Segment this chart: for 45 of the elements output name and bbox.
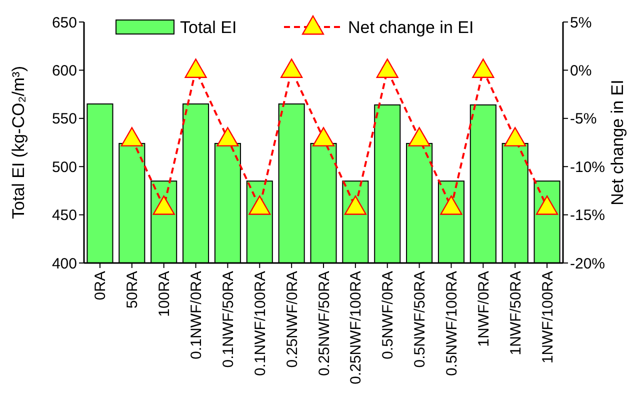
x-tick-label: 0.5NWF/100RA xyxy=(443,271,460,376)
point xyxy=(344,195,366,215)
x-tick-label: 0.5NWF/0RA xyxy=(380,271,397,360)
x-tick-label: 1NWF/50RA xyxy=(507,271,524,356)
y-axis-title: Total EI (kg-CO₂/m³) xyxy=(9,66,28,219)
x-tick-label: 0RA xyxy=(92,271,110,300)
y-tick-label: 650 xyxy=(52,14,77,32)
y2-axis-title: Net change in EI xyxy=(608,80,627,206)
x-tick-label: 0.1NWF/0RA xyxy=(188,271,206,360)
point xyxy=(536,195,558,215)
x-tick-label: 50RA xyxy=(124,271,142,309)
point xyxy=(408,127,430,146)
point xyxy=(472,58,494,78)
x-tick-label: 0.1NWF/100RA xyxy=(252,271,269,376)
y2-tick-label: -10% xyxy=(570,158,606,176)
y-tick-label: 600 xyxy=(52,62,77,80)
point xyxy=(120,127,143,146)
y2-tick-label: -20% xyxy=(570,255,606,272)
y2-tick-label: -15% xyxy=(570,207,606,224)
x-tick-label: 1NWF/100RA xyxy=(539,271,556,364)
point xyxy=(280,58,303,78)
point xyxy=(504,127,526,146)
x-tick-label: 0.25NWF/0RA xyxy=(284,271,301,368)
y2-tick-label: 5% xyxy=(570,14,592,32)
point xyxy=(376,58,398,78)
x-tick-label: 0.25NWF/50RA xyxy=(316,271,333,376)
y-tick-label: 450 xyxy=(52,207,77,224)
x-tick-label: 0.25NWF/100RA xyxy=(348,271,365,384)
x-tick-label: 100RA xyxy=(156,271,174,317)
y-tick-label: 550 xyxy=(52,110,77,128)
y-tick-label: 500 xyxy=(52,158,77,176)
y2-tick-label: -5% xyxy=(570,110,597,128)
legend-label: Net change in EI xyxy=(348,18,474,37)
x-tick-label: 1NWF/0RA xyxy=(475,271,492,347)
point xyxy=(152,195,175,215)
point xyxy=(312,127,335,146)
x-tick-label: 0.1NWF/50RA xyxy=(220,271,237,368)
y2-tick-label: 0% xyxy=(570,62,592,80)
point xyxy=(440,195,462,215)
y-tick-label: 400 xyxy=(52,255,77,272)
x-tick-label: 0.5NWF/50RA xyxy=(412,271,429,368)
point xyxy=(248,195,271,215)
point xyxy=(184,58,207,78)
point xyxy=(216,127,239,146)
legend-label: Total EI xyxy=(180,18,237,37)
